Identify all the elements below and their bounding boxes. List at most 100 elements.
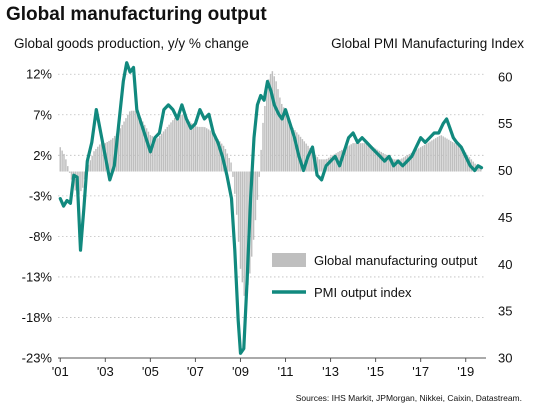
source-note: Sources: IHS Markit, JPMorgan, Nikkei, C…	[295, 393, 522, 403]
output-bar	[198, 126, 200, 172]
output-bar	[427, 142, 429, 172]
output-bar	[434, 138, 437, 172]
output-bar	[281, 103, 283, 172]
output-bar	[194, 125, 197, 172]
left-tick-label: 12%	[26, 67, 52, 82]
output-bar	[457, 145, 459, 172]
output-bar	[157, 138, 159, 172]
output-bar	[374, 148, 377, 172]
x-tick-label: '15	[367, 364, 384, 379]
output-bar	[219, 141, 221, 172]
output-bar	[140, 118, 142, 172]
output-bar	[322, 159, 324, 172]
output-bar	[354, 143, 356, 172]
output-bar	[100, 143, 103, 172]
right-tick-label: 40	[498, 257, 512, 272]
output-bar	[147, 131, 150, 172]
output-bar	[269, 74, 272, 172]
left-tick-label: 7%	[33, 107, 52, 122]
output-bar	[267, 79, 270, 172]
right-tick-label: 45	[498, 210, 512, 225]
output-bar	[91, 155, 93, 172]
output-bar	[382, 153, 384, 172]
output-bar	[266, 89, 268, 172]
output-bar	[204, 127, 206, 172]
output-bar	[464, 152, 467, 172]
output-bar	[207, 129, 210, 172]
output-bar	[406, 155, 409, 172]
output-bar	[187, 119, 189, 172]
output-bar	[449, 140, 452, 172]
output-bar	[87, 164, 90, 172]
output-bar	[128, 111, 131, 172]
output-bar	[288, 119, 291, 172]
output-bar	[472, 161, 474, 172]
output-bar	[299, 136, 302, 172]
output-bar	[461, 148, 463, 172]
output-bar	[421, 146, 424, 172]
output-bar	[346, 146, 349, 172]
output-bar	[89, 160, 92, 172]
right-tick-label: 60	[498, 69, 512, 84]
left-tick-label: 2%	[33, 148, 52, 163]
right-tick-label: 35	[498, 304, 512, 319]
output-bar	[303, 141, 306, 172]
output-bar	[145, 128, 148, 172]
output-bar	[160, 133, 163, 172]
output-bar	[380, 151, 382, 172]
output-bar	[311, 150, 313, 172]
x-tick-label: '05	[142, 364, 159, 379]
output-bar	[202, 126, 204, 172]
output-bar	[78, 171, 80, 195]
output-bar	[192, 124, 195, 172]
output-bar	[112, 138, 114, 172]
output-bar	[320, 159, 322, 172]
output-bar	[181, 114, 184, 172]
output-bar	[388, 156, 390, 172]
output-bar	[82, 171, 84, 188]
output-bar	[190, 123, 193, 172]
output-bar	[119, 128, 122, 172]
output-bar	[132, 110, 135, 172]
output-bar	[309, 148, 311, 172]
output-bar	[239, 171, 242, 269]
output-bar	[273, 76, 275, 172]
output-bar	[209, 130, 212, 172]
output-bar	[74, 171, 77, 191]
output-bar	[230, 162, 232, 172]
legend-swatch-bar	[272, 253, 306, 267]
output-bar	[363, 143, 366, 172]
output-bar	[98, 144, 101, 172]
output-bar	[185, 117, 187, 172]
right-tick-label: 50	[498, 163, 512, 178]
output-bar	[174, 117, 176, 172]
output-bar	[446, 138, 448, 172]
output-bar	[67, 166, 69, 172]
output-bar	[121, 124, 123, 172]
output-bar	[125, 118, 127, 172]
left-tick-label: -18%	[22, 310, 53, 325]
output-bar	[371, 146, 373, 172]
output-bar	[429, 141, 431, 172]
output-bar	[95, 148, 97, 172]
output-bar	[478, 165, 480, 172]
output-bar	[234, 171, 236, 194]
output-bar	[252, 171, 255, 240]
x-tick-label: '03	[97, 364, 114, 379]
pmi-line	[58, 61, 484, 355]
output-bar	[215, 136, 217, 172]
output-bar	[63, 153, 65, 172]
output-bar	[153, 137, 155, 172]
output-bar	[286, 115, 289, 172]
x-tick-label: '01	[52, 364, 69, 379]
output-bar	[416, 149, 418, 172]
output-bar	[480, 167, 482, 172]
output-bar	[367, 144, 369, 172]
output-bar	[258, 171, 260, 177]
output-bar	[151, 136, 153, 172]
output-bar	[155, 138, 157, 172]
output-bar	[284, 110, 287, 172]
output-bar	[431, 140, 433, 172]
output-bar	[277, 89, 279, 172]
